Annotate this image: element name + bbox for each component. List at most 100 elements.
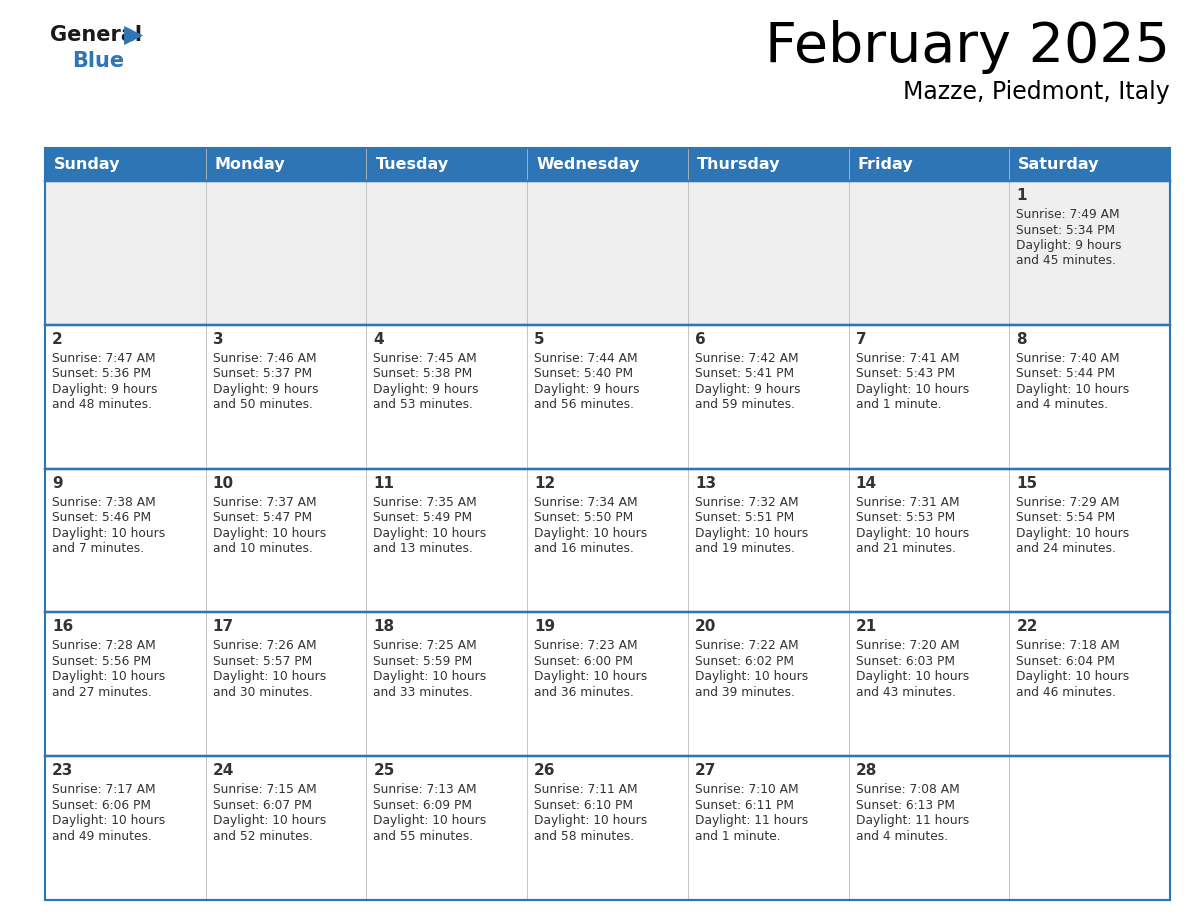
Text: Daylight: 10 hours: Daylight: 10 hours — [695, 670, 808, 683]
Text: Sunset: 6:07 PM: Sunset: 6:07 PM — [213, 799, 311, 812]
Bar — [527, 148, 688, 181]
Bar — [527, 181, 688, 325]
Text: General: General — [50, 25, 143, 45]
Text: Sunset: 6:03 PM: Sunset: 6:03 PM — [855, 655, 955, 668]
Text: and 49 minutes.: and 49 minutes. — [52, 830, 152, 843]
Text: 1: 1 — [1016, 188, 1026, 203]
Text: Daylight: 9 hours: Daylight: 9 hours — [373, 383, 479, 396]
Bar — [1010, 148, 1170, 181]
Text: and 55 minutes.: and 55 minutes. — [373, 830, 474, 843]
Text: Sunset: 5:43 PM: Sunset: 5:43 PM — [855, 367, 955, 380]
Text: Sunset: 5:54 PM: Sunset: 5:54 PM — [1016, 511, 1116, 524]
Text: 25: 25 — [373, 763, 394, 778]
Bar — [1010, 612, 1170, 756]
Bar — [206, 756, 366, 900]
Text: Thursday: Thursday — [697, 157, 781, 172]
Text: Daylight: 10 hours: Daylight: 10 hours — [855, 527, 969, 540]
Text: 15: 15 — [1016, 476, 1037, 490]
Bar — [688, 468, 848, 612]
Text: Sunset: 5:53 PM: Sunset: 5:53 PM — [855, 511, 955, 524]
Bar — [366, 181, 527, 325]
Text: 16: 16 — [52, 620, 74, 634]
Text: Daylight: 10 hours: Daylight: 10 hours — [535, 814, 647, 827]
Text: 18: 18 — [373, 620, 394, 634]
Text: 11: 11 — [373, 476, 394, 490]
Text: Daylight: 10 hours: Daylight: 10 hours — [373, 814, 487, 827]
Text: Sunrise: 7:38 AM: Sunrise: 7:38 AM — [52, 496, 156, 509]
Text: Sunrise: 7:32 AM: Sunrise: 7:32 AM — [695, 496, 798, 509]
Text: 12: 12 — [535, 476, 556, 490]
Text: Sunrise: 7:49 AM: Sunrise: 7:49 AM — [1016, 208, 1120, 221]
Bar — [366, 612, 527, 756]
Text: and 4 minutes.: and 4 minutes. — [1016, 398, 1108, 411]
Text: Sunrise: 7:10 AM: Sunrise: 7:10 AM — [695, 783, 798, 796]
Text: Sunset: 6:09 PM: Sunset: 6:09 PM — [373, 799, 473, 812]
Text: Sunday: Sunday — [53, 157, 120, 172]
Text: Tuesday: Tuesday — [375, 157, 449, 172]
Bar — [688, 612, 848, 756]
Text: and 43 minutes.: and 43 minutes. — [855, 686, 955, 699]
Text: Sunset: 5:46 PM: Sunset: 5:46 PM — [52, 511, 151, 524]
Text: and 36 minutes.: and 36 minutes. — [535, 686, 634, 699]
Text: Daylight: 9 hours: Daylight: 9 hours — [213, 383, 318, 396]
Text: Sunset: 6:06 PM: Sunset: 6:06 PM — [52, 799, 151, 812]
Text: Sunrise: 7:08 AM: Sunrise: 7:08 AM — [855, 783, 960, 796]
Text: and 1 minute.: and 1 minute. — [695, 830, 781, 843]
Text: Daylight: 10 hours: Daylight: 10 hours — [1016, 383, 1130, 396]
Text: 4: 4 — [373, 331, 384, 347]
Bar — [688, 181, 848, 325]
Text: Sunrise: 7:41 AM: Sunrise: 7:41 AM — [855, 352, 959, 364]
Text: and 56 minutes.: and 56 minutes. — [535, 398, 634, 411]
Bar — [366, 756, 527, 900]
Bar — [688, 148, 848, 181]
Text: Sunrise: 7:17 AM: Sunrise: 7:17 AM — [52, 783, 156, 796]
Text: 7: 7 — [855, 331, 866, 347]
Text: Sunset: 5:59 PM: Sunset: 5:59 PM — [373, 655, 473, 668]
Bar — [688, 756, 848, 900]
Text: 17: 17 — [213, 620, 234, 634]
Text: Daylight: 11 hours: Daylight: 11 hours — [855, 814, 969, 827]
Text: Daylight: 9 hours: Daylight: 9 hours — [535, 383, 639, 396]
Text: Sunset: 5:47 PM: Sunset: 5:47 PM — [213, 511, 311, 524]
Text: Sunrise: 7:40 AM: Sunrise: 7:40 AM — [1016, 352, 1120, 364]
Text: and 52 minutes.: and 52 minutes. — [213, 830, 312, 843]
Bar — [206, 148, 366, 181]
Text: Daylight: 10 hours: Daylight: 10 hours — [213, 527, 326, 540]
Text: 8: 8 — [1016, 331, 1026, 347]
Text: Daylight: 10 hours: Daylight: 10 hours — [695, 527, 808, 540]
Text: Sunrise: 7:47 AM: Sunrise: 7:47 AM — [52, 352, 156, 364]
Bar — [45, 756, 206, 900]
Bar — [1010, 756, 1170, 900]
Bar — [366, 325, 527, 468]
Text: Sunrise: 7:29 AM: Sunrise: 7:29 AM — [1016, 496, 1120, 509]
Bar — [45, 148, 206, 181]
Text: 3: 3 — [213, 331, 223, 347]
Bar — [848, 612, 1010, 756]
Bar — [45, 612, 206, 756]
Text: Daylight: 10 hours: Daylight: 10 hours — [213, 814, 326, 827]
Text: Sunset: 6:13 PM: Sunset: 6:13 PM — [855, 799, 955, 812]
Text: Sunset: 5:36 PM: Sunset: 5:36 PM — [52, 367, 151, 380]
Text: Sunset: 6:02 PM: Sunset: 6:02 PM — [695, 655, 794, 668]
Text: Sunrise: 7:11 AM: Sunrise: 7:11 AM — [535, 783, 638, 796]
Bar — [206, 612, 366, 756]
Text: Sunrise: 7:46 AM: Sunrise: 7:46 AM — [213, 352, 316, 364]
Bar — [527, 325, 688, 468]
Bar — [45, 325, 206, 468]
Text: 27: 27 — [695, 763, 716, 778]
Text: Daylight: 10 hours: Daylight: 10 hours — [373, 670, 487, 683]
Text: Blue: Blue — [72, 51, 124, 71]
Text: Daylight: 10 hours: Daylight: 10 hours — [855, 670, 969, 683]
Text: 14: 14 — [855, 476, 877, 490]
Text: Mazze, Piedmont, Italy: Mazze, Piedmont, Italy — [903, 80, 1170, 104]
Bar — [45, 148, 1170, 900]
Bar — [206, 181, 366, 325]
Text: Daylight: 10 hours: Daylight: 10 hours — [1016, 527, 1130, 540]
Text: Sunset: 6:10 PM: Sunset: 6:10 PM — [535, 799, 633, 812]
Text: and 50 minutes.: and 50 minutes. — [213, 398, 312, 411]
Text: 22: 22 — [1016, 620, 1038, 634]
Text: Sunrise: 7:23 AM: Sunrise: 7:23 AM — [535, 640, 638, 653]
Text: and 16 minutes.: and 16 minutes. — [535, 543, 634, 555]
Text: Sunrise: 7:18 AM: Sunrise: 7:18 AM — [1016, 640, 1120, 653]
Text: 6: 6 — [695, 331, 706, 347]
